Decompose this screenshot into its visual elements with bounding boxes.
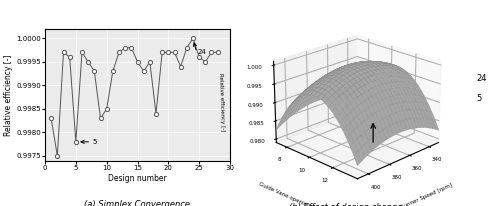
Y-axis label: Relative efficiency [-]: Relative efficiency [-] (4, 54, 14, 136)
Text: (b) Effect of design change: (b) Effect of design change (289, 203, 403, 206)
Y-axis label: Guide Vane opening [°]: Guide Vane opening [°] (258, 181, 318, 206)
Text: 5: 5 (92, 139, 97, 145)
Text: 24: 24 (476, 74, 486, 83)
Text: 5: 5 (476, 94, 481, 103)
Text: 24: 24 (198, 49, 206, 55)
Text: (a) Simplex Convergence: (a) Simplex Convergence (84, 200, 190, 206)
X-axis label: Design number: Design number (108, 174, 167, 183)
X-axis label: Runner Speed [rpm]: Runner Speed [rpm] (400, 183, 454, 206)
